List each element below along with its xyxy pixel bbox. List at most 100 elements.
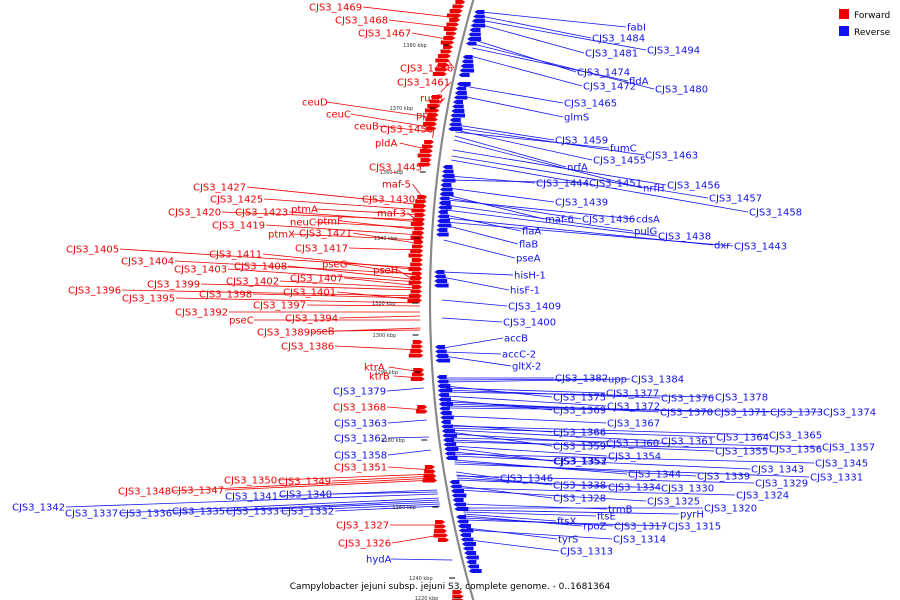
label-connector [456, 475, 755, 484]
forward-gene-arrow [452, 4, 465, 9]
reverse-gene-label: fabI [627, 23, 646, 34]
reverse-gene-arrow [450, 484, 462, 489]
label-connector [448, 179, 589, 184]
forward-gene-arrow [408, 353, 424, 358]
reverse-gene-label: CJS3_1330 [661, 484, 714, 495]
label-connector [451, 441, 769, 450]
reverse-gene-label: CJS3_1377 [606, 389, 659, 400]
reverse-gene-label: gltX-2 [512, 362, 541, 373]
reverse-gene-arrow [437, 210, 448, 214]
label-connector [176, 297, 421, 304]
reverse-gene-label: CJS3_1342 [12, 503, 65, 514]
reverse-gene-arrow [461, 59, 474, 64]
reverse-gene-label: accB [504, 334, 528, 345]
gene-features [407, 0, 486, 600]
reverse-gene-label: pseA [516, 254, 541, 265]
forward-gene-arrow [408, 253, 424, 258]
label-connector [266, 224, 423, 236]
label-connector [458, 485, 553, 499]
reverse-gene-arrow [451, 493, 467, 498]
reverse-gene-label: CJS3_1331 [810, 473, 863, 484]
reverse-gene-label: CJS3_1494 [647, 46, 700, 57]
forward-gene-label: ptmX [268, 230, 295, 241]
legend-forward-label: Forward [854, 11, 890, 21]
forward-gene-arrow [408, 267, 423, 271]
reverse-gene-label: upp [608, 375, 627, 386]
forward-gene-label: CJS3_1395 [122, 294, 175, 305]
label-connector [447, 187, 555, 203]
label-connector [463, 513, 557, 522]
reverse-gene-arrow [444, 447, 459, 451]
reverse-gene-arrow [436, 232, 449, 237]
label-connector [337, 291, 421, 301]
forward-gene-arrow [413, 204, 427, 208]
reverse-gene-label: maf-6 [545, 215, 574, 226]
reverse-gene-label: CJS3_1320 [704, 504, 757, 515]
label-connector [175, 260, 421, 275]
label-connector [66, 493, 438, 508]
reverse-gene-label: nrfA [567, 163, 588, 174]
reverse-gene-label: cdsA [636, 215, 660, 226]
label-connector [446, 197, 582, 220]
reverse-gene-label: CJS3_1369 [553, 406, 606, 417]
forward-gene-label: CJS3_1349 [278, 477, 331, 488]
reverse-gene-arrow [461, 542, 476, 546]
forward-gene-label: ptmF [317, 217, 343, 228]
forward-gene-arrow [408, 280, 423, 285]
forward-gene-label: CJS3_1417 [295, 244, 348, 255]
forward-gene-arrow [425, 117, 438, 122]
label-connector [222, 211, 424, 221]
forward-gene-arrow [432, 95, 443, 99]
forward-gene-label: CJS3_1405 [66, 245, 119, 256]
forward-gene-arrow [434, 524, 447, 529]
reverse-gene-label: CJS3_1458 [749, 208, 802, 219]
forward-gene-label: CJS3_1469 [309, 3, 362, 14]
label-connector [469, 539, 560, 552]
forward-gene-label: maf-3 [377, 209, 406, 220]
forward-gene-arrow [423, 122, 438, 126]
reverse-gene-arrow [448, 127, 463, 131]
reverse-gene-arrow [453, 95, 468, 100]
label-connector [444, 221, 734, 247]
forward-gene-arrow [433, 533, 449, 538]
forward-gene-label: ceuB [354, 122, 379, 133]
reverse-gene-arrow [439, 187, 453, 192]
label-connector [278, 473, 435, 481]
forward-gene-label: CJS3_1347 [171, 486, 224, 497]
reverse-gene-arrow [434, 345, 445, 349]
label-connector [442, 317, 503, 323]
reverse-gene-label: CJS3_1364 [716, 433, 769, 444]
tick-label: 1280 kbp [381, 438, 405, 444]
reverse-gene-arrow [452, 104, 464, 109]
forward-gene-label: ceuC [326, 110, 351, 121]
reverse-gene-arrow [451, 109, 465, 113]
forward-gene-label: CJS3_1389 [257, 328, 310, 339]
reverse-gene-label: CJS3_1354 [608, 452, 661, 463]
label-connector [481, 11, 627, 28]
label-connector [333, 491, 438, 495]
legend-reverse-swatch [839, 26, 849, 36]
reverse-gene-arrow [457, 524, 471, 528]
forward-gene-arrow [411, 372, 425, 377]
reverse-gene-label: nrfH [643, 184, 665, 195]
reverse-gene-label: CJS3_1465 [564, 99, 617, 110]
reverse-gene-label: CJS3_1343 [751, 465, 804, 476]
reverse-gene-label: flaB [519, 240, 538, 251]
tick-label: 1300 kbp [373, 333, 397, 339]
label-connector [288, 265, 421, 281]
reverse-gene-arrow [464, 551, 477, 555]
forward-gene-label: CJS3_1351 [334, 463, 387, 474]
reverse-gene-arrow [439, 196, 450, 201]
reverse-gene-arrow [437, 384, 451, 388]
forward-gene-label: CJS3_1368 [333, 403, 386, 414]
legend: Forward Reverse [839, 9, 891, 38]
label-connector [399, 142, 431, 151]
reverse-gene-arrow [470, 23, 486, 28]
label-connector [363, 6, 459, 19]
reverse-gene-label: pulG [634, 227, 657, 238]
reverse-gene-label: CJS3_1341 [225, 492, 278, 503]
label-connector [451, 159, 749, 213]
reverse-gene-arrow [467, 564, 480, 569]
forward-gene-arrow [411, 244, 424, 249]
forward-gene-label: CJS3_1450 [380, 125, 433, 136]
